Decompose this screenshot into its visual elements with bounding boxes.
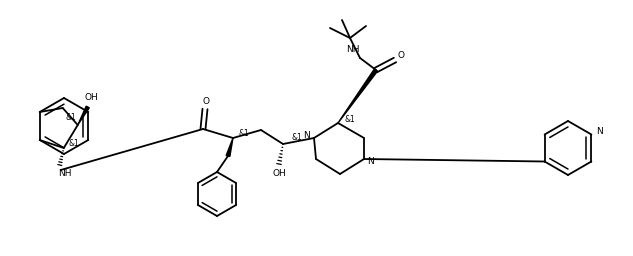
Text: &1: &1	[239, 129, 249, 137]
Text: &1: &1	[65, 112, 76, 122]
Text: &1: &1	[292, 133, 303, 142]
Text: O: O	[203, 97, 210, 105]
Text: &1: &1	[68, 138, 79, 147]
Text: NH: NH	[346, 46, 360, 55]
Text: N: N	[368, 157, 374, 166]
Text: &1: &1	[344, 114, 355, 123]
Text: N: N	[596, 127, 603, 136]
Polygon shape	[338, 69, 377, 123]
Polygon shape	[226, 138, 233, 156]
Text: O: O	[398, 51, 404, 60]
Text: OH: OH	[85, 93, 99, 102]
Text: OH: OH	[272, 169, 286, 178]
Text: NH: NH	[58, 169, 72, 178]
Polygon shape	[78, 106, 89, 125]
Text: N: N	[304, 131, 310, 140]
